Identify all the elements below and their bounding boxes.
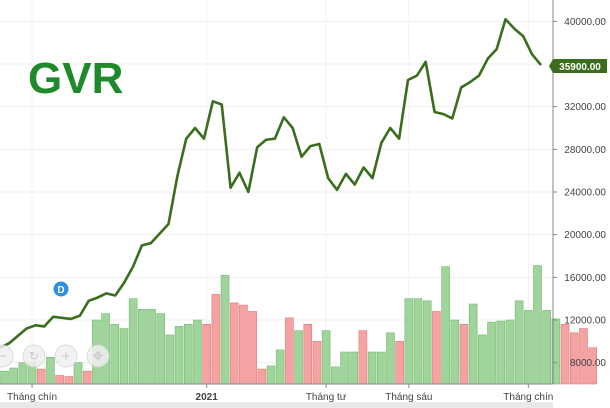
- volume-bar: [468, 303, 478, 385]
- time-axis: Tháng chín 2021 Tháng tư Tháng sáu Tháng chí…: [0, 383, 553, 408]
- chart-toolbar[interactable]: − ↻ + ✥: [0, 344, 110, 368]
- volume-bars: [0, 265, 597, 385]
- volume-bar: [560, 323, 570, 385]
- volume-bar: [174, 326, 184, 385]
- volume-bar: [551, 318, 561, 385]
- volume-bar: [432, 311, 441, 385]
- volume-bar: [312, 341, 322, 385]
- volume-bar: [73, 362, 83, 385]
- reset-icon: ↻: [29, 349, 39, 363]
- price-tick-label: 28000.00: [564, 145, 606, 156]
- volume-bar: [505, 319, 515, 385]
- volume-bar: [358, 330, 368, 385]
- volume-bar: [303, 323, 313, 385]
- pan-icon: ✥: [93, 349, 103, 363]
- pan-button[interactable]: ✥: [86, 344, 110, 368]
- volume-bar: [239, 304, 248, 385]
- dividend-marker[interactable]: D: [53, 281, 69, 297]
- volume-bar: [18, 362, 28, 385]
- volume-bar: [46, 357, 55, 385]
- volume-bar: [202, 323, 211, 385]
- reset-button[interactable]: ↻: [22, 344, 46, 368]
- volume-bar: [285, 317, 294, 385]
- volume-bar: [110, 323, 120, 385]
- volume-bar: [184, 323, 193, 385]
- price-tick-label: 40000.00: [564, 17, 606, 28]
- volume-bar: [395, 341, 404, 385]
- volume-bar: [193, 319, 202, 385]
- price-tick-label: 24000.00: [564, 188, 606, 199]
- time-tick-label: Tháng chín: [503, 392, 553, 403]
- volume-bar: [569, 332, 579, 385]
- time-tick-label: Tháng chín: [7, 392, 57, 403]
- volume-bar: [138, 309, 147, 385]
- volume-bar: [514, 300, 524, 385]
- volume-bar: [386, 332, 395, 385]
- volume-bar: [211, 294, 221, 385]
- volume-bar: [376, 351, 386, 385]
- price-line: [0, 17, 542, 349]
- volume-bar: [450, 319, 460, 385]
- volume-bar: [36, 368, 46, 385]
- volume-bar: [0, 370, 9, 385]
- volume-bar: [128, 298, 138, 385]
- volume-bar: [248, 311, 257, 385]
- volume-bar: [487, 321, 496, 385]
- price-tick-label: 8000.00: [570, 358, 607, 369]
- volume-bar: [266, 365, 276, 385]
- volume-bar: [64, 376, 74, 385]
- volume-bar: [496, 320, 506, 385]
- zoom-in-button[interactable]: +: [54, 344, 78, 368]
- volume-bar: [82, 370, 92, 385]
- volume-bar: [542, 310, 552, 385]
- volume-bar: [294, 330, 303, 385]
- volume-bar: [367, 351, 377, 385]
- volume-bar: [165, 334, 175, 385]
- volume-bar: [147, 309, 156, 385]
- price-line-layer: [0, 17, 542, 349]
- volume-bar: [404, 298, 414, 385]
- time-tick-label: Tháng sáu: [385, 392, 432, 403]
- zoom-out-button[interactable]: −: [0, 344, 14, 368]
- volume-bar: [441, 266, 450, 385]
- volume-bar: [55, 375, 64, 385]
- volume-bar: [524, 310, 533, 385]
- current-price-label: 35900.00: [559, 62, 601, 73]
- price-tick-label: 12000.00: [564, 316, 606, 327]
- price-tick-label: 32000.00: [564, 102, 606, 113]
- scroll-track[interactable]: [0, 402, 553, 408]
- volume-bar: [229, 302, 239, 385]
- time-tick-label: Tháng tư: [306, 392, 347, 403]
- price-tick-label: 16000.00: [564, 273, 606, 284]
- volume-bar: [349, 351, 359, 385]
- volume-bar: [413, 298, 423, 385]
- volume-bar: [340, 351, 349, 385]
- zoom-out-icon: −: [0, 349, 7, 363]
- volume-bar: [220, 274, 230, 385]
- time-tick-label: 2021: [196, 392, 219, 403]
- volume-bar: [588, 347, 597, 385]
- volume-bar: [422, 300, 432, 385]
- volume-bar: [257, 368, 267, 385]
- dividend-marker-label: D: [57, 285, 64, 296]
- volume-bar: [459, 323, 469, 385]
- zoom-in-icon: +: [61, 349, 71, 363]
- volume-bar: [275, 349, 285, 385]
- chart-title: GVR: [28, 54, 123, 103]
- volume-bar: [533, 265, 542, 385]
- volume-bar: [119, 328, 129, 385]
- current-price-badge: 35900.00: [549, 59, 607, 73]
- volume-bar: [331, 366, 340, 385]
- volume-bar: [478, 334, 487, 385]
- volume-bar: [321, 330, 331, 385]
- volume-bar: [156, 313, 166, 385]
- volume-bar: [9, 367, 18, 385]
- volume-bar: [579, 328, 588, 385]
- price-tick-label: 20000.00: [564, 230, 606, 241]
